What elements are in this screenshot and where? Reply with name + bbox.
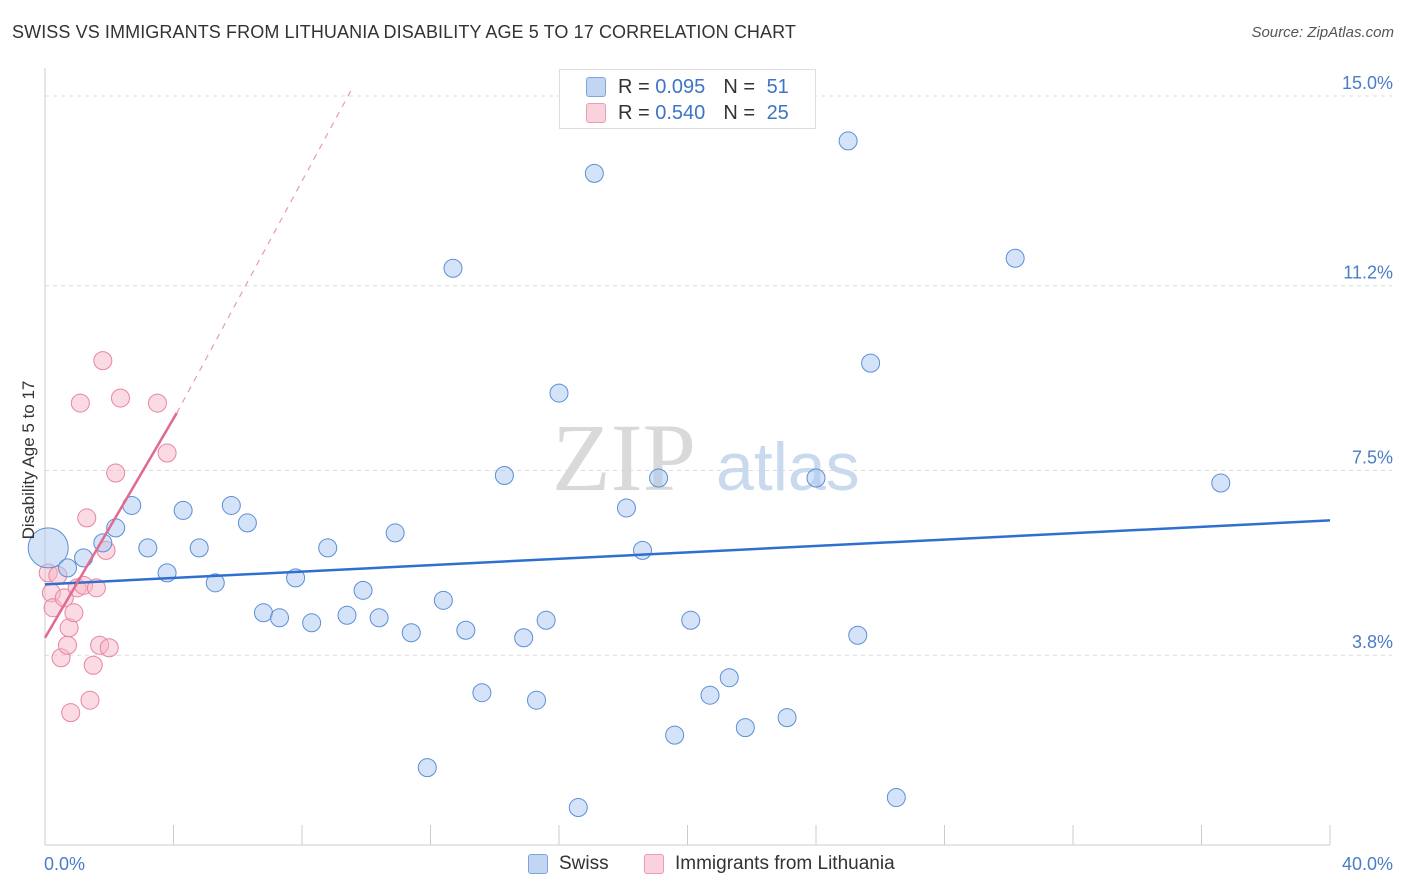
lithuania-legend-swatch [644, 854, 664, 874]
swiss-point [417, 758, 437, 778]
lithuania-point [110, 388, 130, 408]
n-value: 51 [766, 75, 789, 98]
tick-labels: 3.8% 7.5% 11.2% 15.0% 0.0% 40.0% [44, 73, 1393, 874]
swiss-point [681, 610, 701, 630]
lithuania-point [70, 393, 90, 413]
lithuania-point [64, 603, 84, 623]
swiss-point [861, 353, 881, 373]
lithuania-swatch [586, 103, 606, 123]
swiss-point [649, 468, 669, 488]
lithuania-point [99, 638, 119, 658]
swiss-point [1005, 248, 1025, 268]
lithuania-trend-line [43, 412, 178, 639]
swiss-point [369, 608, 389, 628]
y-tick-label: 7.5% [1352, 447, 1393, 467]
gridlines [45, 95, 1392, 656]
swiss-point [270, 608, 290, 628]
swiss-point [433, 590, 453, 610]
n-label: N = [723, 75, 761, 98]
swiss-point [584, 163, 604, 183]
swiss-point [253, 603, 273, 623]
swiss-point [173, 500, 193, 520]
swiss-point [527, 690, 547, 710]
swiss-point [337, 605, 357, 625]
legend-item-swiss[interactable]: Swiss [528, 851, 609, 877]
swiss-point [549, 383, 569, 403]
swiss-point [443, 258, 463, 278]
swiss-point [302, 613, 322, 633]
watermark: ZIP atlas [552, 404, 860, 511]
swiss-point [700, 685, 720, 705]
y-axis-title: Disability Age 5 to 17 [19, 381, 38, 540]
lithuania-point [157, 443, 177, 463]
swiss-point [456, 620, 476, 640]
stats-legend: R = 0.095 N = 51 R = 0.540 N = 25 [559, 69, 816, 129]
stats-legend-row-swiss: R = 0.095 N = 51 [586, 75, 789, 99]
lithuania-point [147, 393, 167, 413]
legend-label-swiss: Swiss [559, 853, 609, 874]
swiss-point [665, 725, 685, 745]
swiss-swatch [586, 77, 606, 97]
n-label: N = [723, 101, 761, 124]
y-tick-label: 11.2% [1343, 263, 1393, 283]
swiss-point [237, 513, 257, 533]
watermark-zip: ZIP [552, 404, 696, 511]
lithuania-trend-extension [176, 85, 354, 414]
swiss-point [1211, 473, 1231, 493]
swiss-point [205, 573, 225, 593]
lithuania-point [86, 578, 106, 598]
lithuania-point [83, 655, 103, 675]
swiss-point [27, 527, 69, 569]
source-credit: Source: ZipAtlas.com [1251, 24, 1394, 41]
axes [44, 68, 1331, 846]
swiss-point [318, 538, 338, 558]
y-tick-label: 3.8% [1352, 632, 1393, 652]
n-value: 25 [766, 101, 789, 124]
r-value: 0.540 [655, 101, 706, 124]
trend-lines [43, 85, 1331, 639]
swiss-trend-line [44, 519, 1331, 586]
swiss-point [57, 558, 77, 578]
lithuania-point [106, 463, 126, 483]
swiss-point [74, 548, 94, 568]
r-label: R = [618, 75, 656, 98]
swiss-point [568, 798, 588, 818]
swiss-point [735, 718, 755, 738]
swiss-legend-swatch [528, 854, 548, 874]
swiss-point [838, 131, 858, 151]
swiss-point [514, 628, 534, 648]
swiss-point [385, 523, 405, 543]
swiss-point [886, 788, 906, 808]
swiss-point [138, 538, 158, 558]
swiss-point [401, 623, 421, 643]
swiss-point [633, 540, 653, 560]
swiss-point [719, 668, 739, 688]
r-label: R = [618, 101, 656, 124]
chart-title: SWISS VS IMMIGRANTS FROM LITHUANIA DISAB… [12, 22, 796, 42]
r-value: 0.095 [655, 75, 706, 98]
swiss-point [189, 538, 209, 558]
swiss-point [494, 465, 514, 485]
lithuania-point [80, 690, 100, 710]
lithuania-point [93, 351, 113, 371]
swiss-point [777, 708, 797, 728]
swiss-point [848, 625, 868, 645]
swiss-point [472, 683, 492, 703]
swiss-point [616, 498, 636, 518]
x-tick-label: 40.0% [1342, 854, 1393, 874]
watermark-atlas: atlas [716, 429, 860, 505]
legend-item-lithuania[interactable]: Immigrants from Lithuania [644, 851, 895, 877]
legend-label-lithuania: Immigrants from Lithuania [675, 853, 895, 874]
x-tick-label: 0.0% [44, 854, 85, 874]
swiss-point [221, 495, 241, 515]
y-tick-label: 15.0% [1342, 73, 1393, 93]
swiss-point [536, 610, 556, 630]
lithuania-point [61, 703, 81, 723]
swiss-point [353, 580, 373, 600]
stats-legend-row-lithuania: R = 0.540 N = 25 [586, 101, 789, 125]
lithuania-point [57, 635, 77, 655]
lithuania-point [77, 508, 97, 528]
swiss-point [806, 468, 826, 488]
